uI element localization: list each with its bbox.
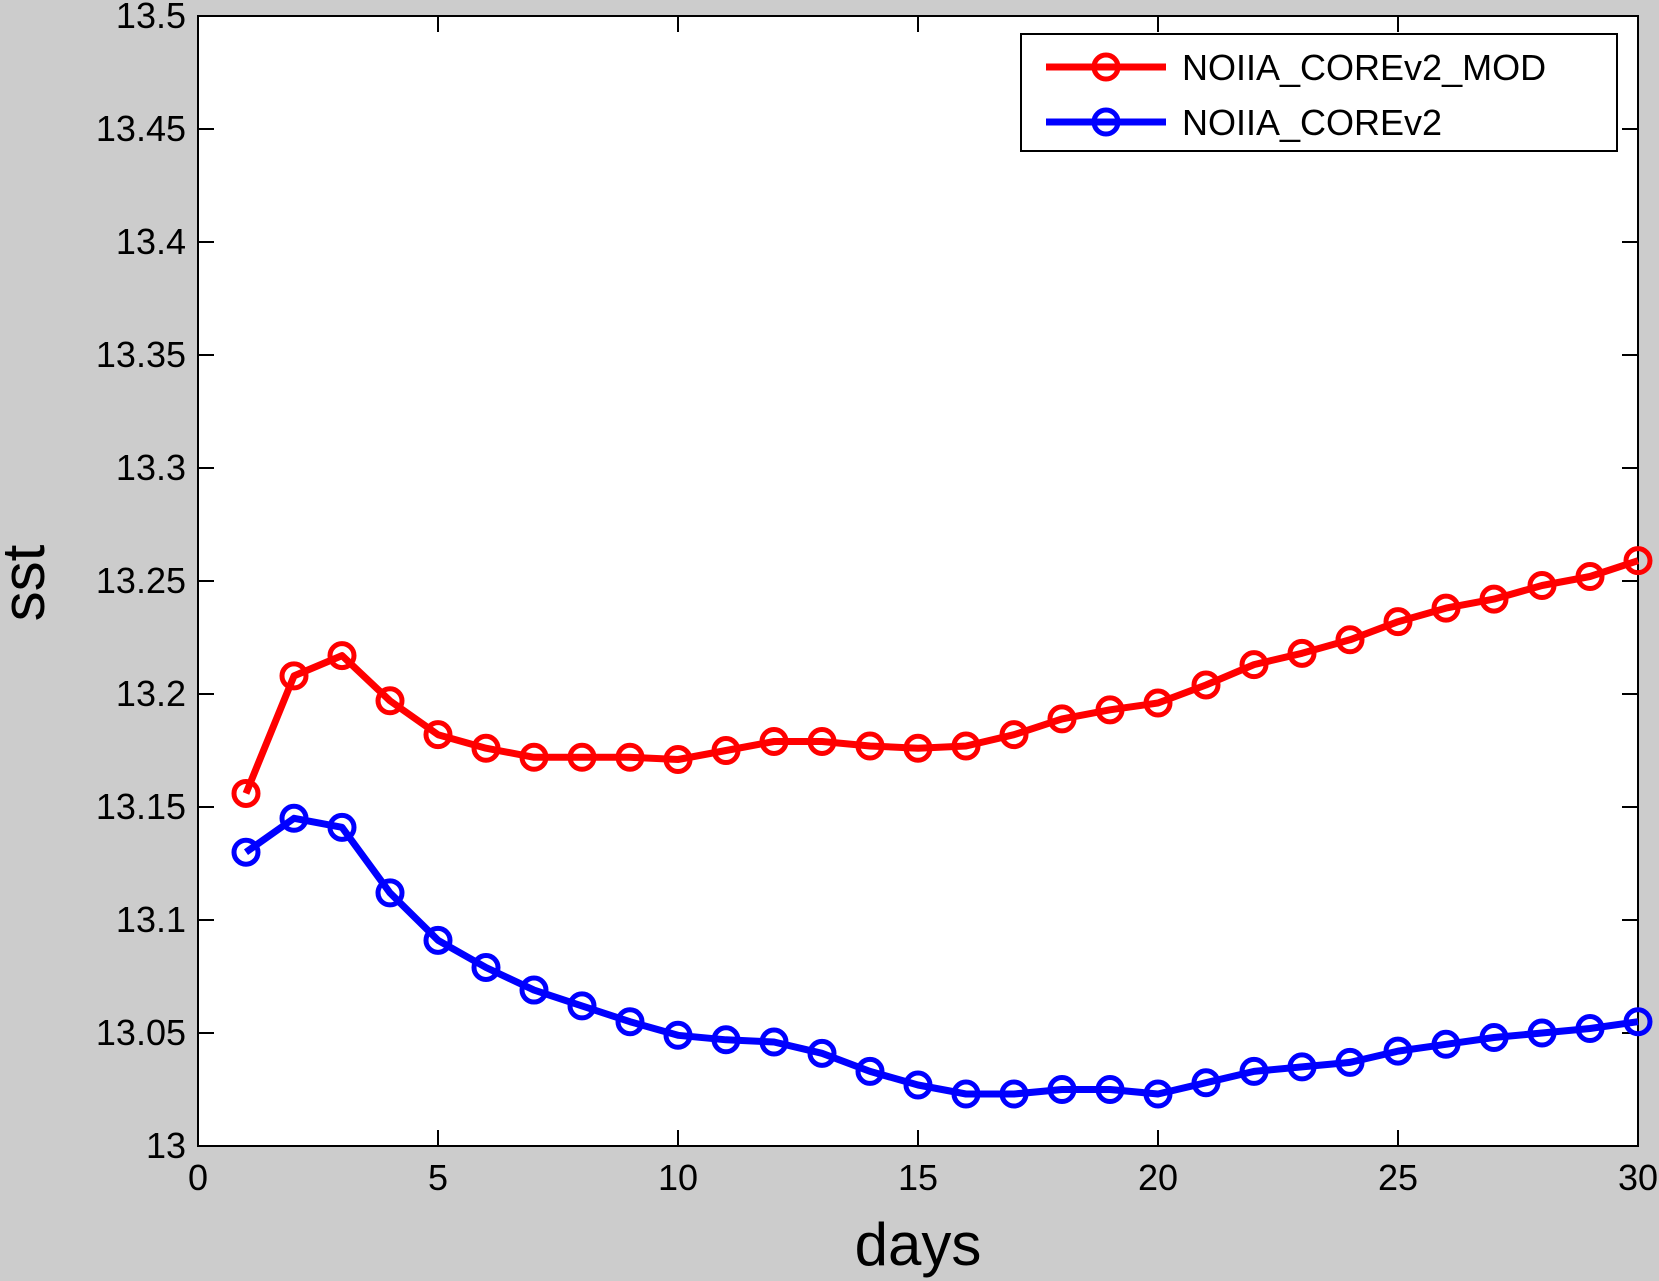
data-point <box>1335 625 1365 655</box>
plot-area <box>197 15 1639 1147</box>
data-point <box>423 720 453 750</box>
data-point <box>807 1038 837 1068</box>
data-point <box>279 803 309 833</box>
data-point <box>423 925 453 955</box>
x-axis-label: days <box>855 1211 982 1278</box>
data-point <box>855 1056 885 1086</box>
y-tick-label: 13.25 <box>96 560 186 601</box>
data-point <box>1431 1029 1461 1059</box>
data-point <box>471 952 501 982</box>
y-tick-label: 13.05 <box>96 1012 186 1053</box>
series-1 <box>231 803 1653 1109</box>
series-line <box>242 557 1640 795</box>
legend-swatch-marker <box>1091 52 1121 82</box>
data-point <box>519 975 549 1005</box>
data-point <box>1335 1047 1365 1077</box>
x-tick-label: 25 <box>1378 1157 1418 1198</box>
y-tick-label: 13.5 <box>116 0 186 36</box>
data-point <box>759 726 789 756</box>
data-point <box>1383 1036 1413 1066</box>
data-point <box>1095 1075 1125 1104</box>
data-point <box>1575 1013 1605 1043</box>
data-point <box>1047 704 1077 734</box>
data-point <box>1239 650 1269 680</box>
data-point <box>1527 571 1557 601</box>
data-point <box>951 731 981 761</box>
series-0 <box>231 546 1653 808</box>
data-point <box>711 736 741 765</box>
data-point <box>1287 1052 1317 1082</box>
data-point <box>951 1079 981 1109</box>
legend-box <box>1020 33 1618 152</box>
y-tick-label: 13.1 <box>116 899 186 940</box>
data-point <box>1191 670 1221 700</box>
y-tick-label: 13.4 <box>116 221 186 262</box>
data-point <box>231 837 261 867</box>
data-point <box>1191 1068 1221 1098</box>
legend: NOIIA_COREv2_MOD NOIIA_COREv2 <box>1020 33 1618 152</box>
data-point <box>1527 1018 1557 1048</box>
data-point <box>279 661 309 691</box>
data-point <box>375 686 405 716</box>
data-point <box>567 742 597 772</box>
data-point <box>663 1020 693 1050</box>
x-tick-label: 15 <box>898 1157 938 1198</box>
data-point <box>807 726 837 756</box>
data-point <box>999 720 1029 750</box>
data-point <box>663 745 693 775</box>
x-tick-label: 5 <box>428 1157 448 1198</box>
legend-item: NOIIA_COREv2_MOD <box>1046 47 1546 88</box>
data-point <box>1383 607 1413 637</box>
data-point <box>375 878 405 908</box>
data-point <box>903 733 933 763</box>
data-point <box>567 991 597 1021</box>
data-point <box>1431 593 1461 623</box>
y-tick-label: 13 <box>146 1125 186 1166</box>
series-layer <box>231 546 1653 1109</box>
data-point <box>903 1070 933 1100</box>
x-tick-label: 30 <box>1618 1157 1658 1198</box>
data-point <box>1239 1056 1269 1086</box>
data-point <box>1143 688 1173 718</box>
data-point <box>471 733 501 763</box>
y-axis-label: sst <box>0 544 57 621</box>
ticks: 0 5 10 15 20 25 30 13 13.05 13.1 13.15 13.2 13.25 13.… <box>96 0 1658 1198</box>
x-tick-label: 20 <box>1138 1157 1178 1198</box>
legend-label: NOIIA_COREv2 <box>1182 102 1442 143</box>
data-point <box>1095 695 1125 725</box>
data-point <box>1479 584 1509 614</box>
data-point <box>855 731 885 761</box>
data-point <box>1287 638 1317 668</box>
y-tick-label: 13.45 <box>96 108 186 149</box>
x-tick-label: 0 <box>188 1157 208 1198</box>
data-point <box>519 742 549 772</box>
data-point <box>327 641 357 671</box>
data-point <box>1479 1023 1509 1053</box>
y-tick-label: 13.35 <box>96 334 186 375</box>
data-point <box>1623 546 1653 576</box>
data-point <box>711 1025 741 1055</box>
y-tick-label: 13.2 <box>116 673 186 714</box>
data-point <box>231 778 261 808</box>
data-point <box>1623 1007 1653 1037</box>
y-tick-label: 13.15 <box>96 786 186 827</box>
data-point <box>615 1007 645 1037</box>
x-tick-label: 10 <box>658 1157 698 1198</box>
data-point <box>999 1079 1029 1109</box>
data-point <box>615 742 645 772</box>
data-point <box>1047 1075 1077 1104</box>
y-tick-label: 13.3 <box>116 447 186 488</box>
legend-item: NOIIA_COREv2 <box>1046 102 1442 143</box>
legend-swatch-marker <box>1091 107 1121 137</box>
series-line <box>243 814 1639 1098</box>
data-point <box>759 1027 789 1057</box>
data-point <box>1575 561 1605 591</box>
data-point <box>1143 1079 1173 1109</box>
legend-label: NOIIA_COREv2_MOD <box>1182 47 1546 88</box>
data-point <box>327 812 357 842</box>
